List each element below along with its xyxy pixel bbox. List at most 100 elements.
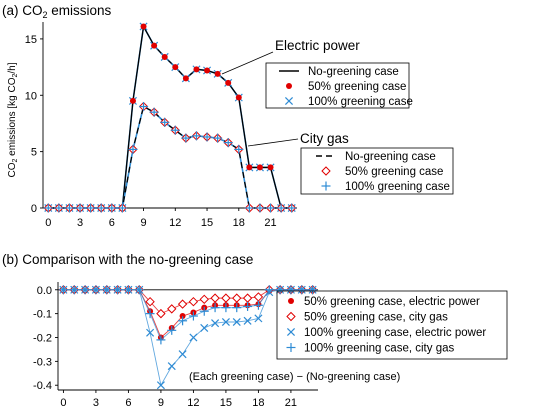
x-tick-label-b: 21 [285, 397, 297, 409]
series-point-0 [179, 313, 186, 320]
point-cg-100 [223, 138, 233, 148]
line-100-1 [48, 105, 292, 209]
line-no-greening-0 [48, 24, 292, 209]
series-point-2 [178, 350, 187, 359]
point-cg-100 [170, 125, 180, 135]
series-point-3 [167, 325, 177, 335]
series-point-3 [69, 285, 79, 295]
point-cg-100 [75, 203, 85, 213]
panel-a-title: (a) CO2 emissions [2, 3, 112, 20]
x-tick-label-a: 3 [77, 217, 83, 229]
point-cg-100 [96, 203, 106, 213]
legend-label: No-greening case [308, 66, 399, 78]
x-tick-label-b: 18 [252, 397, 264, 409]
series-point-3 [113, 285, 123, 295]
legend-b-marker [286, 327, 296, 337]
point-ep-50 [204, 67, 211, 74]
group-label-city-gas: City gas [300, 131, 349, 146]
city-gas-leader [247, 138, 299, 147]
point-cg-100 [86, 203, 96, 213]
legend-sample-marker [321, 181, 331, 191]
series-point-2 [156, 381, 165, 390]
series-point-3 [286, 285, 296, 295]
x-tick-label-a: 9 [140, 217, 146, 229]
point-cg-100 [266, 203, 276, 213]
series-point-3 [91, 285, 101, 295]
x-tick-label-b: 0 [60, 397, 66, 409]
legend-b-label: 50% greening case, city gas [304, 312, 448, 324]
x-tick-label-b: 12 [187, 397, 199, 409]
legend-b-label: 100% greening case, city gas [304, 343, 454, 355]
series-point-3 [178, 316, 188, 326]
point-cg-100 [191, 131, 201, 141]
series-point-3 [145, 309, 155, 319]
series-point-3 [308, 285, 318, 295]
series-point-1 [221, 293, 231, 303]
y-tick-label-b: -0.3 [33, 356, 52, 368]
legend-b: 50% greening case, electric power 50% gre… [286, 296, 486, 355]
legend-label: 50% greening case [308, 81, 406, 93]
series-point-2 [146, 328, 155, 337]
x-tick-label-a: 21 [264, 217, 276, 229]
series-point-1 [199, 294, 209, 305]
point-ep-50 [267, 164, 274, 171]
point-ep-50 [161, 53, 168, 60]
x-tick-label-b: 9 [158, 397, 164, 409]
panel-b-annotation: (Each greening case) − (No-greening case… [189, 371, 400, 383]
y-tick-label-b: 0.0 [37, 285, 52, 297]
x-tick-label-a: 6 [109, 217, 115, 229]
series-point-3 [221, 303, 231, 313]
point-ep-50 [129, 97, 136, 104]
series-point-1 [188, 296, 199, 307]
panel-a-title-suffix: emissions [48, 3, 112, 18]
legend-electric-power: No-greening case 50% greening case 100% gr… [279, 66, 413, 108]
series-point-2 [200, 323, 209, 332]
x-tick-label-a: 15 [201, 217, 213, 229]
legend-electric-box [265, 62, 410, 109]
series-point-3 [58, 285, 68, 295]
point-cg-100 [43, 203, 53, 213]
point-cg-100 [181, 133, 191, 143]
series-point-1 [210, 293, 220, 303]
series-point-3 [264, 285, 274, 295]
series-point-1 [167, 304, 177, 314]
point-cg-100 [202, 132, 212, 142]
ylabel-mid: emissions [kg CO [7, 77, 18, 158]
point-cg-100 [160, 117, 170, 127]
legend-sample-marker [284, 96, 294, 106]
point-cg-100 [213, 133, 223, 143]
series-line-0 [63, 289, 313, 339]
series-line-1 [63, 289, 313, 315]
point-cg-100 [117, 203, 127, 213]
x-tick-label-b: 6 [125, 397, 131, 409]
legend-label: 50% greening case [345, 166, 443, 178]
ylabel-sub2: 2 [12, 73, 19, 77]
point-cg-100 [255, 203, 265, 213]
ylabel-prefix: CO [7, 162, 18, 177]
series-point-2 [189, 333, 198, 342]
panel-a-plot: 0 5 10 15 0 3 6 9 12 15 18 21 [25, 22, 297, 229]
series-point-3 [275, 285, 285, 295]
legend-b-marker [286, 343, 296, 352]
y-tick-label-a: 10 [25, 90, 37, 102]
point-cg-100 [64, 203, 74, 213]
y-tick-label-b: -0.1 [33, 309, 52, 321]
series-point-2 [221, 317, 230, 327]
panel-b-plot: 0.0 -0.1 -0.2 -0.3 -0.4 0 3 6 9 12 15 18 21 [33, 282, 318, 409]
series-point-3 [156, 335, 166, 345]
point-cg-100 [287, 203, 297, 213]
point-ep-50 [140, 23, 147, 30]
point-cg-100 [54, 203, 64, 213]
y-tick-label-a: 15 [25, 34, 37, 46]
series-point-3 [123, 285, 133, 295]
legend-citygas-box [300, 147, 454, 195]
series-point-1 [242, 293, 253, 303]
x-tick-label-a: 18 [233, 217, 245, 229]
legend-city-gas: No-greening case 50% greening case 100% gr… [316, 151, 450, 193]
series-point-2 [167, 362, 176, 371]
y-tick-label-b: -0.4 [33, 380, 52, 392]
panel-a-ylabel: CO2 emissions [kg CO2/h] [7, 62, 19, 177]
series-point-1 [253, 292, 264, 302]
point-cg-100 [149, 107, 159, 117]
series-point-3 [253, 300, 263, 310]
